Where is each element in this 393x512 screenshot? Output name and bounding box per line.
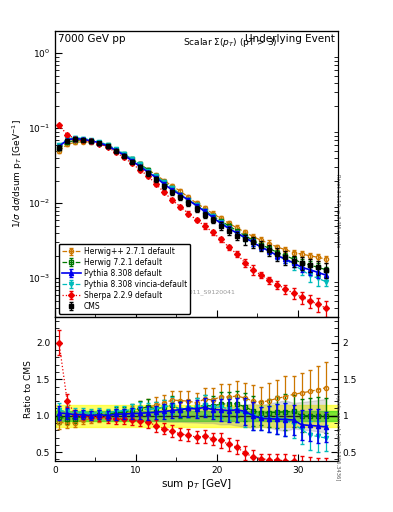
X-axis label: sum p$_T$ [GeV]: sum p$_T$ [GeV] bbox=[161, 477, 232, 492]
Text: mcplots.cern.ch [arXiv:1306.3436]: mcplots.cern.ch [arXiv:1306.3436] bbox=[336, 389, 340, 481]
Text: Underlying Event: Underlying Event bbox=[245, 34, 335, 44]
Text: Scalar $\Sigma(p_T)$ (pT > 3): Scalar $\Sigma(p_T)$ (pT > 3) bbox=[183, 36, 278, 50]
Bar bbox=[55, 411, 338, 421]
Text: Rivet 3.1.10, ≥ 3.4M events: Rivet 3.1.10, ≥ 3.4M events bbox=[336, 174, 340, 247]
Y-axis label: 1/$\sigma$ d$\sigma$/dsum p$_T$ [GeV$^{-1}$]: 1/$\sigma$ d$\sigma$/dsum p$_T$ [GeV$^{-… bbox=[11, 120, 25, 228]
Bar bbox=[55, 405, 338, 426]
Legend: Herwig++ 2.7.1 default, Herwig 7.2.1 default, Pythia 8.308 default, Pythia 8.308: Herwig++ 2.7.1 default, Herwig 7.2.1 def… bbox=[59, 244, 190, 314]
Text: 7000 GeV pp: 7000 GeV pp bbox=[58, 34, 125, 44]
Y-axis label: Ratio to CMS: Ratio to CMS bbox=[24, 360, 33, 418]
Text: CMS_2011_S9120041: CMS_2011_S9120041 bbox=[169, 289, 235, 294]
